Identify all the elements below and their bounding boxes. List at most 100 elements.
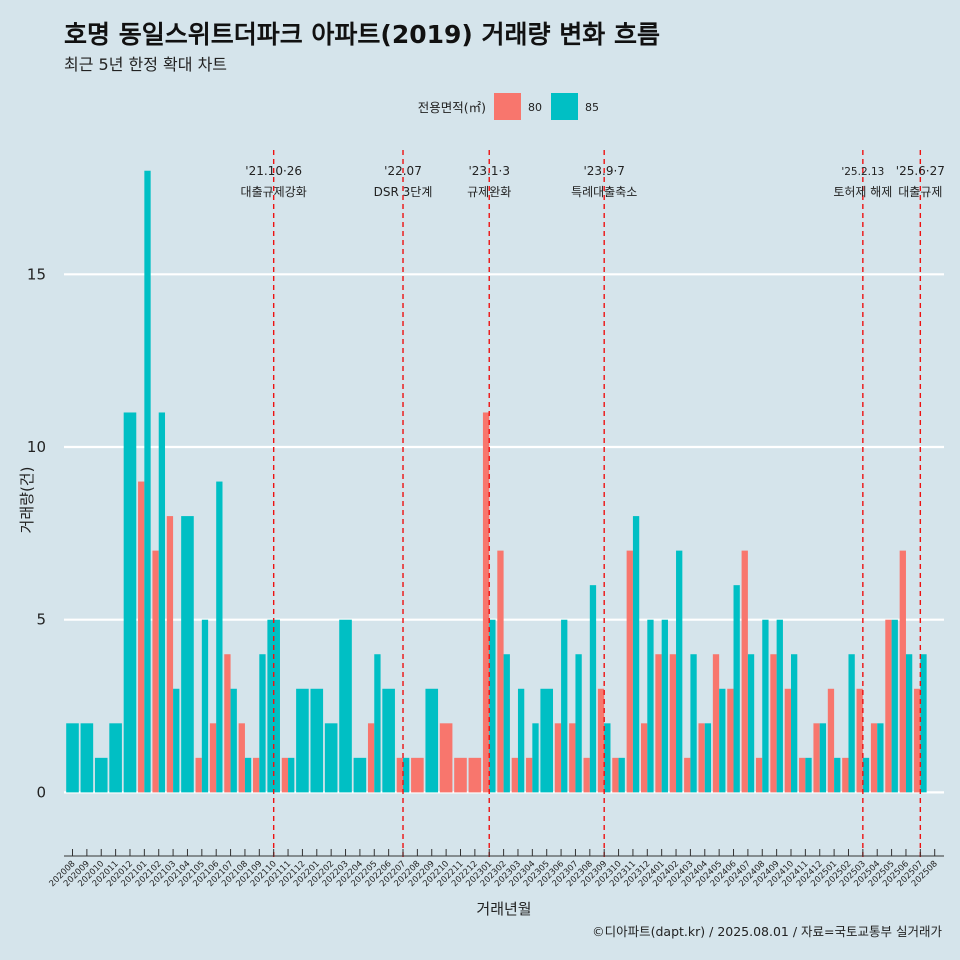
bar-202302-80 [497, 550, 504, 793]
bar-202407-80 [741, 550, 748, 793]
bar-202407-85 [747, 654, 755, 793]
bar-202507-85 [920, 654, 927, 793]
bar-202504-85 [877, 723, 884, 793]
event-date-label: '23.9·7 [583, 164, 624, 178]
bar-202412-85 [819, 723, 827, 793]
bar-202309-80 [597, 688, 605, 793]
bar-202505-85 [891, 619, 898, 793]
bar-202402-85 [676, 550, 683, 793]
y-tick-label: 0 [36, 783, 46, 801]
bar-202503-80 [856, 688, 863, 793]
event-label: 대출규제강화 [241, 185, 307, 199]
bar-202101-80 [138, 481, 145, 793]
bar-202312-85 [647, 619, 654, 793]
bar-202409-80 [770, 654, 777, 793]
bar-202205-85 [374, 654, 381, 793]
event-label: 규제완화 [467, 185, 511, 199]
event-date-label: '25.2.13 [841, 166, 884, 178]
bar-202209-85 [425, 688, 439, 793]
bar-202502-85 [848, 654, 855, 793]
event-label: 대출규제 [898, 185, 942, 199]
bar-202105-80 [195, 757, 202, 793]
bar-202012-85 [123, 412, 137, 793]
bar-202112-85 [296, 688, 309, 793]
bar-202103-80 [166, 516, 174, 793]
bar-202307-80 [569, 723, 576, 793]
bar-202310-80 [612, 757, 619, 793]
legend-label-85: 85 [585, 101, 599, 114]
bar-202103-85 [173, 688, 180, 793]
bar-202104-85 [181, 516, 194, 793]
event-date-label: '25.6·27 [896, 164, 945, 178]
bar-202504-80 [870, 723, 878, 793]
y-gridlines [64, 273, 944, 794]
event-label: DSR 3단계 [374, 185, 433, 199]
bar-202507-80 [914, 688, 921, 793]
bar-202105-85 [201, 619, 209, 793]
bar-202405-80 [712, 654, 720, 793]
bar-202311-80 [626, 550, 633, 793]
bar-202410-80 [784, 688, 791, 793]
bar-202102-85 [158, 412, 166, 793]
bar-202212-80 [468, 757, 482, 793]
x-axis: 2020082020092020102020112020122021012021… [48, 849, 944, 889]
bar-202304-85 [532, 723, 539, 793]
bar-202408-80 [755, 757, 763, 793]
event-date-label: '22.07 [384, 164, 422, 178]
bar-202102-80 [152, 550, 159, 793]
bar-202304-80 [526, 757, 533, 793]
y-axis-title: 거래량(건) [18, 467, 36, 534]
bar-202101-85 [144, 170, 151, 793]
event-date-label: '21.10·26 [245, 164, 302, 178]
bar-202406-80 [727, 688, 734, 793]
caption: ©디아파트(dapt.kr) / 2025.08.01 / 자료=국토교통부 실… [592, 924, 942, 939]
bar-202109-80 [253, 757, 260, 793]
bar-202401-80 [655, 654, 662, 793]
bar-202311-85 [632, 516, 640, 793]
bar-202303-85 [517, 688, 525, 793]
bar-202502-80 [842, 757, 849, 793]
bar-202111-85 [288, 757, 295, 793]
bar-202301-85 [489, 619, 496, 793]
bar-202305-85 [540, 688, 554, 793]
bar-202211-80 [454, 757, 467, 793]
bar-202203-85 [339, 619, 352, 793]
bar-202201-85 [310, 688, 324, 793]
bar-202406-85 [733, 585, 740, 793]
event-label: 토허제 해제 [833, 185, 892, 199]
bar-202204-85 [353, 757, 367, 793]
bar-202306-85 [561, 619, 568, 793]
bar-202301-80 [482, 412, 490, 793]
bar-202202-85 [324, 723, 338, 793]
bar-202107-85 [230, 688, 237, 793]
bar-202010-85 [94, 757, 108, 793]
bar-202302-85 [503, 654, 510, 793]
bar-202111-80 [281, 757, 289, 793]
bar-202411-80 [799, 757, 806, 793]
bar-202505-80 [885, 619, 892, 793]
bar-202411-85 [805, 757, 812, 793]
event-label: 특례대출축소 [571, 185, 637, 199]
legend-key-85 [551, 93, 578, 120]
event-date-label: '23.1·3 [468, 164, 509, 178]
bar-202506-80 [899, 550, 906, 793]
bar-202404-85 [704, 723, 712, 793]
y-axis: 0 5 10 15 [27, 265, 46, 801]
bar-202205-80 [367, 723, 375, 793]
bar-202410-85 [791, 654, 798, 793]
bar-202501-85 [834, 757, 841, 793]
y-tick-label: 15 [27, 265, 46, 283]
bar-202506-85 [905, 654, 913, 793]
bar-202308-80 [583, 757, 590, 793]
bar-202408-85 [762, 619, 769, 793]
bar-202011-85 [109, 723, 122, 793]
x-axis-title: 거래년월 [476, 900, 531, 918]
bar-202108-80 [238, 723, 245, 793]
bar-202404-80 [698, 723, 705, 793]
bar-202308-85 [589, 585, 597, 793]
legend-title: 전용면적(㎡) [418, 100, 486, 115]
bar-202303-80 [511, 757, 518, 793]
legend: 전용면적(㎡) 80 85 [418, 93, 599, 120]
bar-202307-85 [575, 654, 582, 793]
